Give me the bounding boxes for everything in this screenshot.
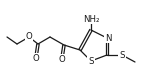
Text: S: S xyxy=(88,57,94,65)
Text: N: N xyxy=(105,34,111,42)
Text: S: S xyxy=(119,50,125,59)
Text: NH₂: NH₂ xyxy=(83,15,99,24)
Text: O: O xyxy=(59,54,65,63)
Text: O: O xyxy=(26,32,32,40)
Text: O: O xyxy=(33,54,39,63)
